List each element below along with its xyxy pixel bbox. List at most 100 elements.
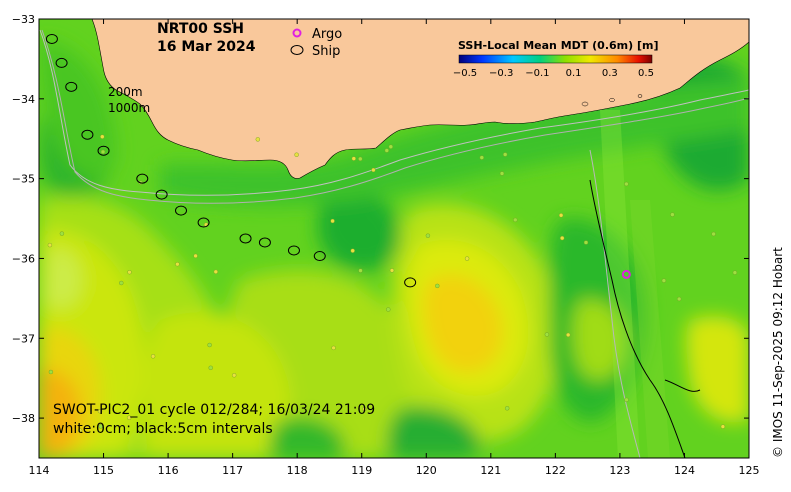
drifter-markers bbox=[47, 134, 738, 433]
drifter-marker bbox=[720, 424, 726, 429]
colorbar-tick-label: −0.1 bbox=[525, 68, 549, 79]
y-tick-label: −38 bbox=[12, 412, 35, 425]
drifter-marker bbox=[77, 428, 83, 433]
argo-legend-label: Argo bbox=[312, 27, 342, 42]
y-tick-label: −34 bbox=[12, 93, 35, 106]
colorbar-title: SSH-Local Mean MDT (0.6m) [m] bbox=[458, 39, 658, 52]
drifter-marker bbox=[558, 213, 564, 218]
drifter-marker bbox=[425, 233, 431, 238]
drifter-marker bbox=[566, 332, 571, 338]
islands bbox=[581, 94, 643, 107]
ship-position-marker bbox=[136, 173, 149, 184]
x-tick-label: 116 bbox=[158, 464, 179, 477]
drifter-marker bbox=[711, 231, 716, 237]
y-tick-label: −36 bbox=[12, 252, 35, 265]
drifter-marker bbox=[98, 424, 103, 429]
x-tick-label: 124 bbox=[674, 464, 695, 477]
x-tick-label: 114 bbox=[29, 464, 50, 477]
argo-legend-icon bbox=[292, 28, 302, 38]
drifter-marker bbox=[255, 137, 260, 142]
x-tick-label: 121 bbox=[480, 464, 501, 477]
colorbar-tick-label: −0.5 bbox=[453, 68, 477, 79]
drifter-marker bbox=[389, 268, 395, 273]
drifter-marker bbox=[358, 156, 363, 162]
ship-position-marker bbox=[239, 233, 252, 244]
drifter-marker bbox=[479, 155, 484, 160]
drifter-marker bbox=[350, 248, 355, 253]
drifter-marker bbox=[294, 152, 299, 157]
credit-text: © IMOS 11-Sep-2025 09:12 Hobart bbox=[771, 247, 785, 458]
colorbar-tick-label: 0.5 bbox=[638, 68, 654, 79]
drifter-marker bbox=[513, 217, 518, 223]
ship-position-marker bbox=[155, 189, 168, 200]
argo-float-marker bbox=[621, 269, 631, 279]
drifter-marker bbox=[464, 256, 470, 261]
x-tick-label: 119 bbox=[351, 464, 372, 477]
x-tick-label: 122 bbox=[545, 464, 566, 477]
drifter-marker bbox=[127, 270, 132, 275]
drifter-marker bbox=[358, 268, 363, 273]
drifter-marker bbox=[661, 278, 667, 283]
map-title-line2: 16 Mar 2024 bbox=[157, 39, 256, 55]
x-tick-label: 115 bbox=[93, 464, 114, 477]
drifter-marker bbox=[351, 156, 356, 161]
colorbar-tick-label: −0.3 bbox=[489, 68, 513, 79]
drifter-marker bbox=[624, 181, 629, 187]
ship-position-marker bbox=[404, 277, 417, 288]
x-axis: 114 115 116 117 118 119 120 121 122 123 124 125 bbox=[29, 19, 760, 477]
ship-track bbox=[45, 33, 417, 288]
drifter-marker bbox=[505, 406, 510, 411]
drifter-marker bbox=[97, 409, 103, 414]
map-title-line1: NRT00 SSH bbox=[157, 21, 244, 37]
drifter-marker bbox=[213, 269, 219, 274]
drifter-marker bbox=[371, 167, 376, 173]
drifter-marker bbox=[119, 280, 124, 286]
drifter-marker bbox=[732, 270, 738, 275]
drifter-marker bbox=[100, 134, 105, 139]
drifter-marker bbox=[670, 212, 675, 217]
swot-swath bbox=[600, 110, 670, 458]
ship-legend-icon bbox=[290, 45, 304, 55]
drifter-marker bbox=[435, 283, 440, 289]
colorbar-tick-label: 0.3 bbox=[602, 68, 618, 79]
ship-position-marker bbox=[45, 33, 58, 44]
y-tick-label: −37 bbox=[12, 332, 35, 345]
x-tick-label: 123 bbox=[609, 464, 630, 477]
drifter-marker bbox=[503, 152, 508, 157]
drifter-marker bbox=[544, 332, 550, 337]
y-tick-label: −33 bbox=[12, 13, 35, 26]
drifter-marker bbox=[100, 149, 106, 155]
drifter-marker bbox=[677, 296, 682, 302]
drifter-marker bbox=[175, 262, 180, 267]
drifter-marker bbox=[499, 171, 505, 176]
y-axis: −33 −34 −35 −36 −37 −38 bbox=[12, 13, 749, 425]
drifter-marker bbox=[207, 342, 212, 348]
colorbar: SSH-Local Mean MDT (0.6m) [m] −0.5 −0.3 −0… bbox=[453, 39, 659, 79]
ship-legend-label: Ship bbox=[312, 44, 340, 59]
ssh-field bbox=[39, 19, 749, 458]
x-tick-label: 120 bbox=[416, 464, 437, 477]
ship-position-marker bbox=[175, 205, 187, 216]
drifter-marker bbox=[388, 144, 393, 149]
contour-label-1000m: 1000m bbox=[108, 101, 150, 115]
symbol-legend: Argo Ship bbox=[290, 27, 342, 59]
drifter-marker bbox=[208, 365, 213, 370]
caption-line2: white:0cm; black:5cm intervals bbox=[53, 421, 273, 437]
ship-position-marker bbox=[55, 57, 68, 68]
bathymetry-contours bbox=[39, 29, 749, 458]
drifter-marker bbox=[48, 369, 54, 375]
ship-position-marker bbox=[258, 237, 271, 248]
drifter-marker bbox=[362, 406, 367, 412]
black-contours bbox=[589, 179, 701, 458]
contour-label-200m: 200m bbox=[108, 85, 143, 99]
drifter-marker bbox=[624, 397, 629, 402]
ship-position-marker bbox=[97, 145, 110, 156]
plot-frame bbox=[38, 18, 750, 459]
colorbar-tick-label: 0.1 bbox=[566, 68, 582, 79]
drifter-marker bbox=[583, 240, 589, 245]
ship-position-marker bbox=[65, 81, 78, 92]
ship-position-marker bbox=[287, 245, 300, 256]
drifter-marker bbox=[231, 373, 237, 378]
argo-floats bbox=[621, 269, 631, 279]
